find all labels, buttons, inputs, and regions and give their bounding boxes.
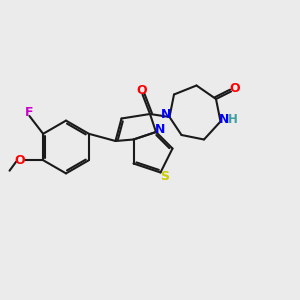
Text: N: N <box>219 112 230 126</box>
Text: H: H <box>228 113 238 126</box>
Text: N: N <box>160 107 171 121</box>
Text: O: O <box>229 82 240 95</box>
Text: N: N <box>155 122 165 136</box>
Text: O: O <box>15 154 25 167</box>
Text: S: S <box>160 169 169 183</box>
Text: O: O <box>136 84 147 98</box>
Text: F: F <box>25 106 34 119</box>
